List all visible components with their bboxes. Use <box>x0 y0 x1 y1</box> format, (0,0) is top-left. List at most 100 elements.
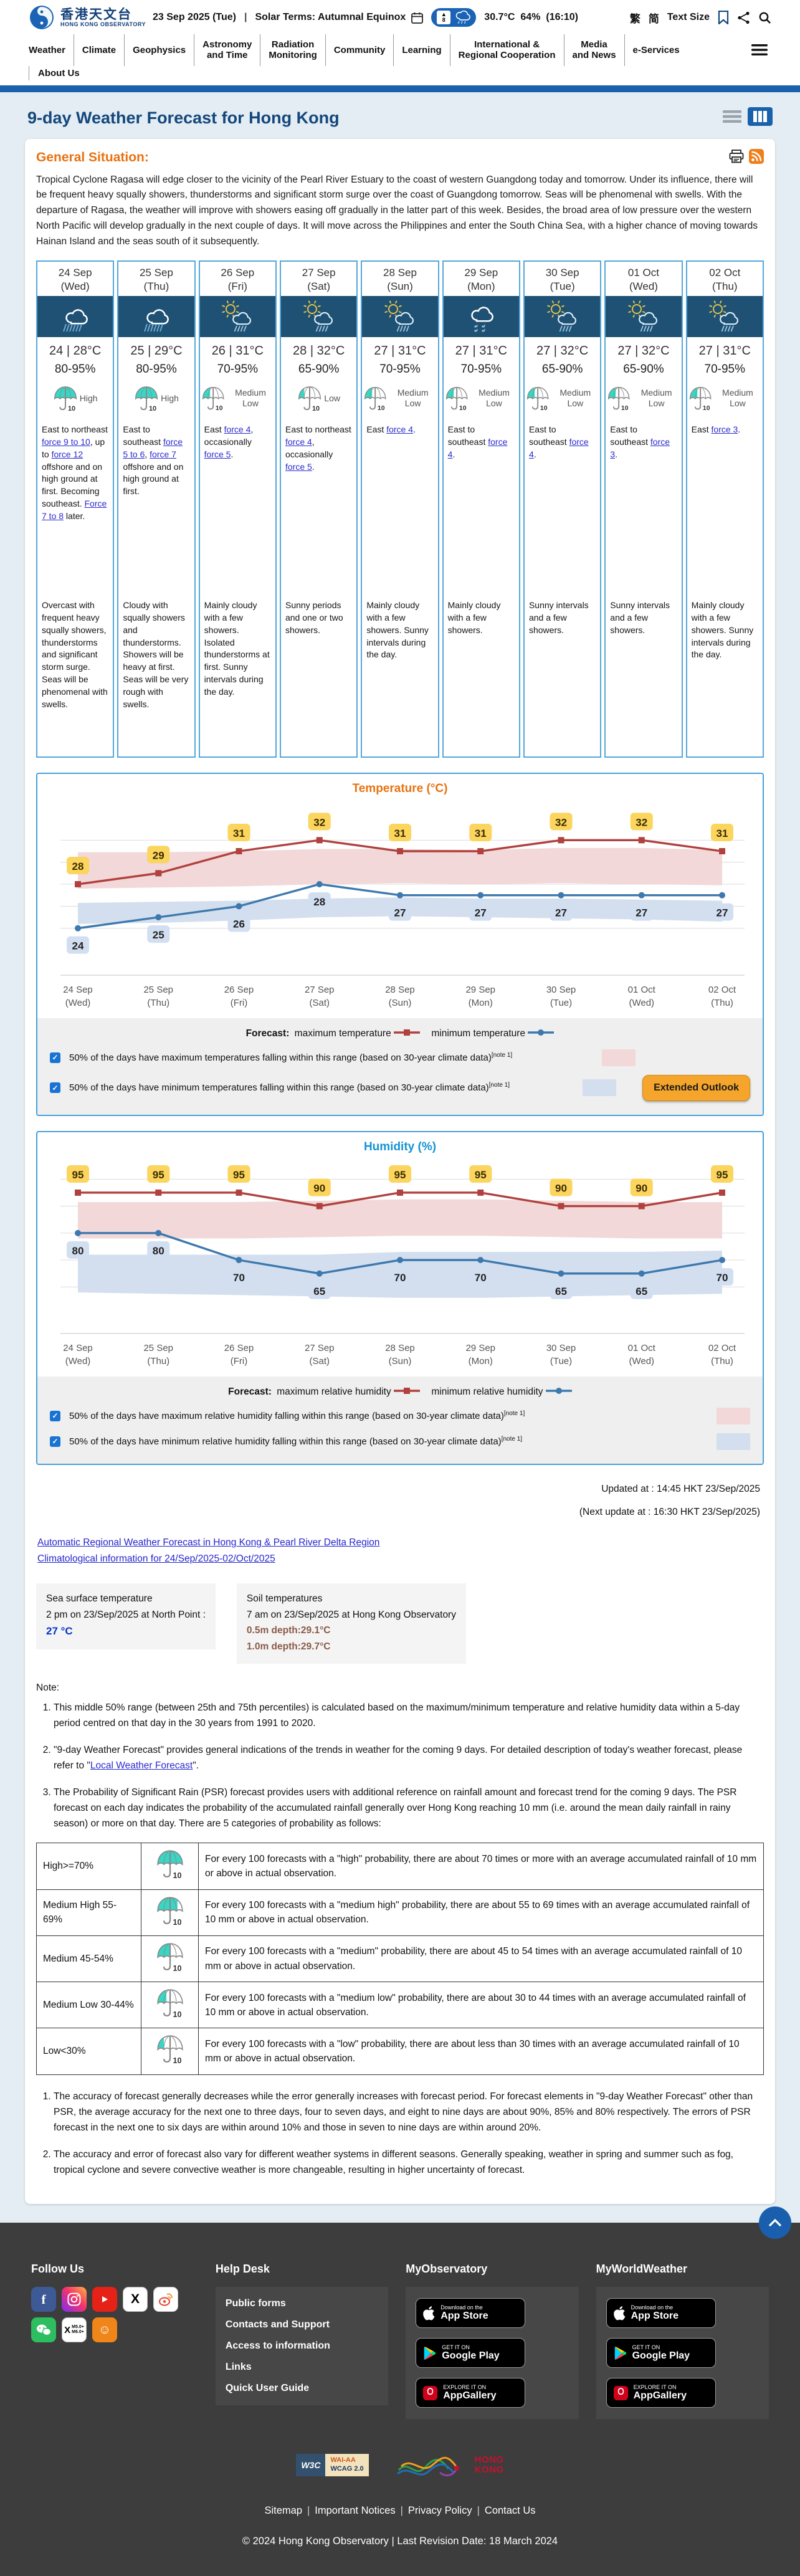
wind-force-link[interactable]: force 4 <box>224 424 251 434</box>
note-sup[interactable]: [note 1] <box>503 1410 525 1417</box>
wind-force-link[interactable]: force 5 <box>285 461 312 472</box>
rss-icon[interactable] <box>749 148 764 167</box>
wind-force-link[interactable]: force 5 to 6 <box>123 436 183 459</box>
local-weather-forecast-link[interactable]: Local Weather Forecast <box>90 1760 193 1771</box>
min-range-checkbox[interactable]: ✓ <box>50 1436 60 1447</box>
help-desk-link-public-forms[interactable]: Public forms <box>225 2298 286 2309</box>
lang-traditional-chinese[interactable]: 繁 <box>629 12 640 25</box>
psr-level-description: For every 100 forecasts with a "medium l… <box>198 1982 764 2029</box>
warning-signal-pill[interactable]: ▲ 8 <box>431 8 477 27</box>
share-icon[interactable] <box>737 11 750 24</box>
myworldweather-appgallery-badge[interactable]: EXPLORE IT ON AppGallery <box>606 2378 716 2408</box>
svg-text:95: 95 <box>717 1169 728 1181</box>
myworldweather-appstore-badge[interactable]: Download on the App Store <box>606 2298 716 2329</box>
nav-item-media-and-news[interactable]: Media and News <box>563 34 624 66</box>
wind-force-link[interactable]: force 3 <box>711 424 738 434</box>
sun-shower-icon <box>222 300 252 332</box>
min-range-checkbox[interactable]: ✓ <box>50 1082 60 1094</box>
instagram-icon[interactable] <box>62 2287 87 2312</box>
svg-text:01 Oct: 01 Oct <box>628 985 656 995</box>
psr-table-row: Low<30% 10 For every 100 forecasts with … <box>36 2028 764 2075</box>
footer-link-sitemap[interactable]: Sitemap <box>264 2505 302 2517</box>
nav-item-geophysics[interactable]: Geophysics <box>124 34 194 66</box>
climatological-info-link[interactable]: Climatological information for 24/Sep/20… <box>37 1553 275 1565</box>
weibo-icon[interactable] <box>153 2287 178 2312</box>
lang-simplified-chinese[interactable]: 简 <box>648 12 659 25</box>
help-desk-links: Public forms Contacts and Support Access t… <box>215 2287 389 2406</box>
hko-logo-icon[interactable] <box>29 4 55 31</box>
card-psr: 10 Medium Low <box>362 378 437 419</box>
x-earthquake-icon[interactable]: X M5.0+ M6.0+ <box>62 2317 87 2343</box>
wind-force-link[interactable]: force 4 <box>386 424 414 434</box>
note-sup[interactable]: [note 1] <box>491 1051 513 1059</box>
help-desk-link-access-to-information[interactable]: Access to information <box>225 2340 330 2352</box>
wind-force-link[interactable]: force 12 <box>51 449 83 459</box>
solar-terms-label: Solar Terms: <box>255 12 316 22</box>
nav-item-astronomy-and-time[interactable]: Astronomy and Time <box>194 34 260 66</box>
column-view-icon[interactable] <box>748 107 773 129</box>
help-desk-link-quick-user-guide[interactable]: Quick User Guide <box>225 2383 310 2394</box>
footer-link-contact-us[interactable]: Contact Us <box>484 2505 536 2517</box>
sea-surface-temperature-box: Sea surface temperature 2 pm on 23/Sep/2… <box>36 1583 216 1649</box>
regional-forecast-link[interactable]: Automatic Regional Weather Forecast in H… <box>37 1537 380 1548</box>
note-sup[interactable]: [note 1] <box>488 1082 510 1089</box>
svg-text:(Tue): (Tue) <box>550 1356 572 1367</box>
hko-logo-text[interactable]: 香港天文台 HONG KONG OBSERVATORY <box>60 8 146 27</box>
svg-text:28 Sep: 28 Sep <box>385 1343 415 1353</box>
nav-item-climate[interactable]: Climate <box>73 34 124 66</box>
menu-hamburger-icon[interactable] <box>751 34 771 66</box>
nav-item-international-regional-cooperation[interactable]: International & Regional Cooperation <box>449 34 564 66</box>
footer-link-important-notices[interactable]: Important Notices <box>315 2505 396 2517</box>
help-desk-link-links[interactable]: Links <box>225 2362 252 2373</box>
wind-force-link[interactable]: force 3 <box>610 436 670 459</box>
wind-force-link[interactable]: force 4 <box>447 436 508 459</box>
calendar-icon[interactable] <box>411 12 424 24</box>
myobservatory-appstore-badge[interactable]: Download on the App Store <box>416 2298 526 2329</box>
wind-force-link[interactable]: force 9 to 10 <box>42 436 90 447</box>
print-icon[interactable] <box>729 149 744 166</box>
wind-force-link[interactable]: force 7 <box>150 449 176 459</box>
w3c-wcag-badge[interactable]: W3C WAI-AA WCAG 2.0 <box>296 2454 369 2477</box>
note-sup[interactable]: [note 1] <box>501 1435 523 1443</box>
forecast-panel: General Situation: Tropical Cyclone Raga… <box>25 138 775 2205</box>
myobservatory-googleplay-badge[interactable]: GET IT ON Google Play <box>416 2338 526 2368</box>
nav-item-e-services[interactable]: e-Services <box>624 34 688 66</box>
wechat-icon[interactable] <box>31 2317 56 2343</box>
wind-force-link[interactable]: Force 7 to 8 <box>42 499 107 522</box>
psr-level-label: Medium High 55-69% <box>36 1889 141 1936</box>
text-size-control[interactable]: Text Size <box>667 12 710 22</box>
card-weather-icon-box <box>118 295 194 337</box>
sea-temp-value: 27 °C <box>46 1625 73 1638</box>
wind-force-link[interactable]: force 5 <box>204 449 231 459</box>
nav-item-community[interactable]: Community <box>325 34 394 66</box>
card-psr-label: Medium Low <box>640 388 672 408</box>
extended-outlook-button[interactable]: Extended Outlook <box>642 1074 750 1101</box>
svg-text:30 Sep: 30 Sep <box>546 1343 576 1353</box>
nav-item-weather[interactable]: Weather <box>29 44 65 55</box>
mascot-icon[interactable]: ☺ <box>92 2317 117 2343</box>
back-to-top-button[interactable] <box>759 2206 791 2240</box>
svg-text:90: 90 <box>313 1183 325 1195</box>
help-desk-link-contacts-and-support[interactable]: Contacts and Support <box>225 2319 330 2330</box>
myworldweather-googleplay-badge[interactable]: GET IT ON Google Play <box>606 2338 716 2368</box>
myobservatory-appgallery-badge[interactable]: EXPLORE IT ON AppGallery <box>416 2378 526 2408</box>
footer-link-privacy-policy[interactable]: Privacy Policy <box>407 2505 472 2517</box>
facebook-icon[interactable]: f <box>31 2287 56 2312</box>
wind-force-link[interactable]: force 4 <box>285 436 312 447</box>
nav-item-learning[interactable]: Learning <box>393 34 449 66</box>
x-twitter-icon[interactable]: X <box>123 2287 148 2312</box>
nav-item-about-us[interactable]: About Us <box>29 65 88 80</box>
max-range-checkbox[interactable]: ✓ <box>50 1052 60 1063</box>
max-range-swatch <box>717 1407 750 1424</box>
svg-text:01 Oct: 01 Oct <box>628 1343 656 1353</box>
w3c-logo: W3C <box>296 2454 326 2477</box>
nav-item-radiation-monitoring[interactable]: Radiation Monitoring <box>260 34 325 66</box>
list-view-icon[interactable] <box>723 110 741 126</box>
search-icon[interactable] <box>758 11 771 24</box>
card-weather-forecast: Mainly cloudy with a few showers. Sunny … <box>366 599 429 660</box>
youtube-icon[interactable] <box>92 2287 117 2312</box>
wind-force-link[interactable]: force 4 <box>528 436 589 459</box>
bookmark-icon[interactable] <box>718 11 729 24</box>
card-weather-forecast: Mainly cloudy with a few showers. Isolat… <box>204 599 270 697</box>
max-range-checkbox[interactable]: ✓ <box>50 1410 60 1421</box>
